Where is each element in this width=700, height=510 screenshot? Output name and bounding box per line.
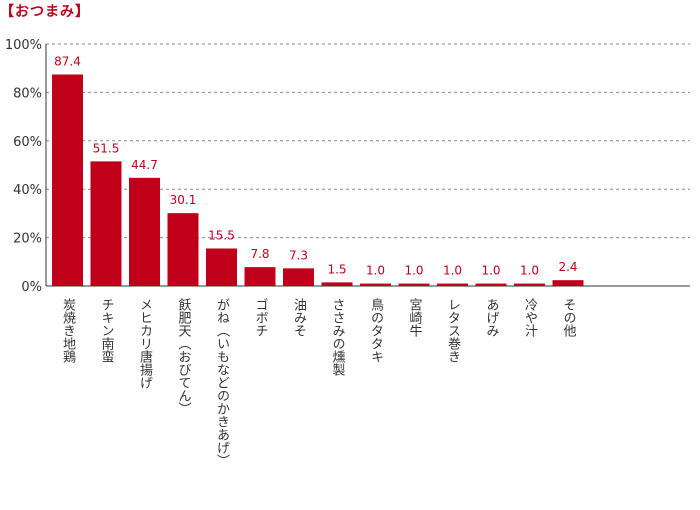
- y-tick-label: 20%: [13, 232, 42, 247]
- data-label: 30.1: [170, 193, 197, 207]
- bar: [167, 213, 199, 286]
- bar: [90, 161, 122, 286]
- data-label: 1.0: [481, 264, 500, 278]
- bar: [206, 248, 237, 286]
- data-label: 51.5: [93, 141, 120, 155]
- bar: [398, 283, 430, 286]
- category-label: チキン南蛮: [99, 298, 115, 363]
- category-label: ゴボチ: [253, 298, 268, 337]
- category-label: ささみの燻製: [330, 298, 346, 376]
- data-label: 2.4: [558, 260, 577, 274]
- data-label: 1.5: [327, 262, 346, 276]
- category-label: 鳥のタタキ: [368, 298, 384, 363]
- category-label: 飫肥天（おびてん）: [176, 298, 192, 415]
- y-tick-label: 0%: [21, 280, 42, 295]
- category-label: レタス巻き: [445, 298, 461, 363]
- section-title: 【おつまみ】: [0, 4, 90, 20]
- data-label: 1.0: [404, 264, 423, 278]
- category-label: その他: [561, 298, 577, 338]
- category-label: がね（いもなどのかきあげ）: [214, 298, 230, 467]
- bar: [129, 177, 160, 286]
- category-label: あげみ: [484, 298, 499, 337]
- data-label: 44.7: [131, 158, 158, 172]
- bar: [360, 283, 391, 286]
- category-label: 冷や汁: [522, 298, 538, 337]
- bar: [514, 283, 545, 286]
- bar: [283, 268, 314, 286]
- bar: [52, 74, 83, 286]
- data-label: 7.8: [250, 247, 269, 261]
- y-tick-label: 80%: [13, 86, 42, 101]
- bar: [475, 283, 507, 286]
- bar: [552, 280, 584, 286]
- y-tick-label: 100%: [5, 38, 42, 53]
- category-label: メヒカリ唐揚げ: [137, 298, 153, 389]
- data-label: 1.0: [520, 264, 539, 278]
- bar: [244, 267, 276, 286]
- data-label: 87.4: [54, 54, 81, 68]
- category-label: 炭焼き地鶏: [60, 298, 76, 364]
- data-label: 15.5: [208, 228, 235, 242]
- data-label: 1.0: [366, 264, 385, 278]
- category-label: 宮崎牛: [407, 297, 423, 337]
- bar: [321, 282, 353, 286]
- category-label: 油みそ: [291, 298, 307, 337]
- y-tick-label: 60%: [13, 135, 42, 150]
- data-label: 7.3: [289, 248, 308, 262]
- data-label: 1.0: [443, 264, 462, 278]
- bar: [437, 283, 468, 286]
- y-tick-label: 40%: [13, 183, 42, 198]
